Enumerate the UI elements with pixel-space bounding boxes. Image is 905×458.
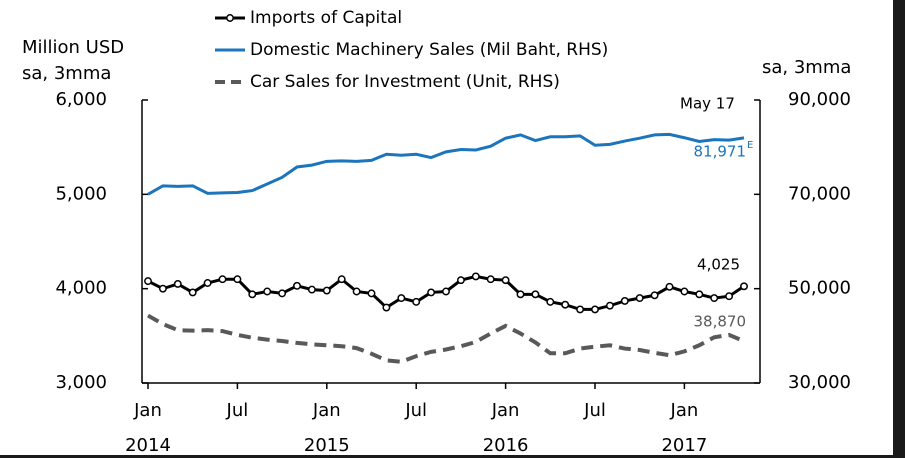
y-tick-label: 3,000 (55, 372, 107, 393)
point (397, 294, 406, 303)
point (442, 287, 450, 296)
point (352, 287, 361, 296)
value-label: 4,025 (697, 256, 740, 274)
y-axis-title: Million USD (22, 37, 124, 58)
point (188, 288, 197, 297)
point (486, 275, 495, 284)
x-tick-label: Jan (670, 400, 699, 421)
point (620, 296, 629, 305)
legend-marker (226, 14, 234, 22)
x-year-label: 2015 (304, 435, 350, 456)
point (322, 286, 331, 295)
point (278, 289, 287, 298)
point (456, 276, 465, 285)
point (516, 290, 525, 299)
point (576, 305, 585, 314)
point (710, 294, 719, 303)
legend-label: Imports of Capital (250, 8, 402, 28)
point (337, 275, 346, 284)
point (546, 297, 555, 306)
point (367, 289, 376, 298)
value-label: 38,870 (694, 313, 747, 331)
point (263, 287, 272, 296)
y-axis-title: sa, 3mma (22, 63, 111, 84)
point (501, 276, 510, 285)
x-tick-label: Jul (226, 400, 249, 421)
y-tick-label: 4,000 (55, 278, 107, 299)
x-tick-label: Jul (583, 400, 606, 421)
x-year-label: 2016 (483, 435, 529, 456)
point (665, 282, 674, 291)
point (233, 275, 242, 284)
point (412, 297, 421, 306)
point (695, 290, 704, 299)
point (203, 279, 212, 287)
point (307, 285, 316, 294)
point (173, 280, 182, 288)
y2-tick-label: 70,000 (788, 183, 851, 204)
x-year-label: 2014 (125, 435, 171, 456)
frame-edge (893, 0, 905, 458)
series-line (147, 132, 745, 196)
y2-tick-label: 30,000 (788, 372, 851, 393)
point (218, 275, 227, 284)
x-tick-label: Jan (491, 400, 520, 421)
point (158, 284, 167, 293)
point (680, 287, 689, 296)
point (471, 272, 480, 281)
point (144, 277, 152, 286)
point (725, 292, 734, 301)
point (427, 288, 436, 297)
value-label: 81,971 (694, 143, 747, 161)
y2-tick-label: 50,000 (788, 278, 851, 299)
point (382, 303, 391, 312)
frame-edge (0, 455, 905, 458)
value-label-note: E (747, 140, 753, 151)
point (531, 290, 540, 299)
point (740, 282, 748, 291)
y-tick-label: 5,000 (55, 183, 107, 204)
annotation: May 17 (680, 95, 735, 113)
y2-axis-title: sa, 3mma (762, 57, 851, 78)
y2-tick-label: 90,000 (788, 89, 851, 110)
point (635, 294, 644, 303)
x-tick-label: Jan (312, 400, 341, 421)
point (650, 291, 659, 300)
point (561, 300, 570, 309)
point (605, 301, 614, 310)
x-tick-label: Jul (404, 400, 427, 421)
y-tick-label: 6,000 (55, 89, 107, 110)
series-line (147, 313, 745, 364)
point (248, 290, 257, 299)
x-year-label: 2017 (661, 435, 707, 456)
x-tick-label: Jan (133, 400, 162, 421)
point (293, 281, 301, 290)
legend-label: Domestic Machinery Sales (Mil Baht, RHS) (250, 40, 608, 60)
point (591, 305, 599, 314)
legend-label: Car Sales for Investment (Unit, RHS) (250, 72, 560, 92)
